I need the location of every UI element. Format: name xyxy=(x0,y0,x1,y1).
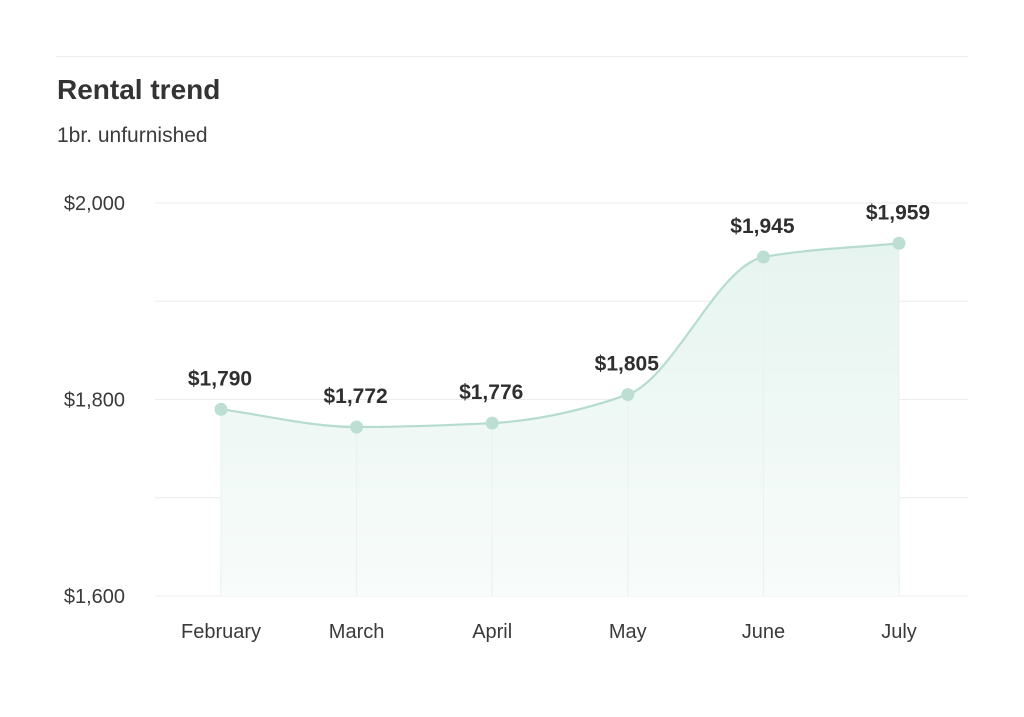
data-label: $1,776 xyxy=(459,381,523,404)
x-tick-label: May xyxy=(609,621,647,643)
trend-line xyxy=(220,242,900,429)
data-labels: $1,790 $1,772 $1,776 $1,805 $1,945 $1,959 xyxy=(188,201,930,408)
x-tick-label: April xyxy=(472,621,512,643)
y-tick-label: $1,600 xyxy=(64,586,125,608)
x-tick-label: July xyxy=(881,621,917,643)
x-tick-label: March xyxy=(329,621,385,643)
area-fill xyxy=(221,243,899,596)
data-label: $1,805 xyxy=(595,353,660,376)
y-tick-label: $2,000 xyxy=(64,193,125,215)
data-point xyxy=(485,416,499,430)
chart-subtitle: 1br. unfurnished xyxy=(57,124,208,147)
point-droplines xyxy=(220,243,900,596)
area-shape xyxy=(221,243,899,596)
x-tick-label: June xyxy=(742,621,785,643)
data-label: $1,772 xyxy=(323,385,387,408)
x-axis-labels: February March April May June July xyxy=(181,621,917,643)
data-label: $1,959 xyxy=(866,201,930,224)
x-tick-label: February xyxy=(181,621,261,643)
chart-title: Rental trend xyxy=(57,74,221,105)
series-line xyxy=(220,242,900,429)
data-points xyxy=(214,236,906,434)
y-axis-labels: $1,600 $1,800 $2,000 xyxy=(64,193,125,608)
data-point xyxy=(621,388,635,402)
data-label: $1,945 xyxy=(730,215,795,238)
top-divider xyxy=(56,56,968,57)
data-label: $1,790 xyxy=(188,367,252,390)
data-point xyxy=(350,420,364,434)
data-point xyxy=(214,402,228,416)
data-point xyxy=(892,236,906,250)
y-tick-label: $1,800 xyxy=(64,390,125,412)
data-point xyxy=(756,250,770,264)
